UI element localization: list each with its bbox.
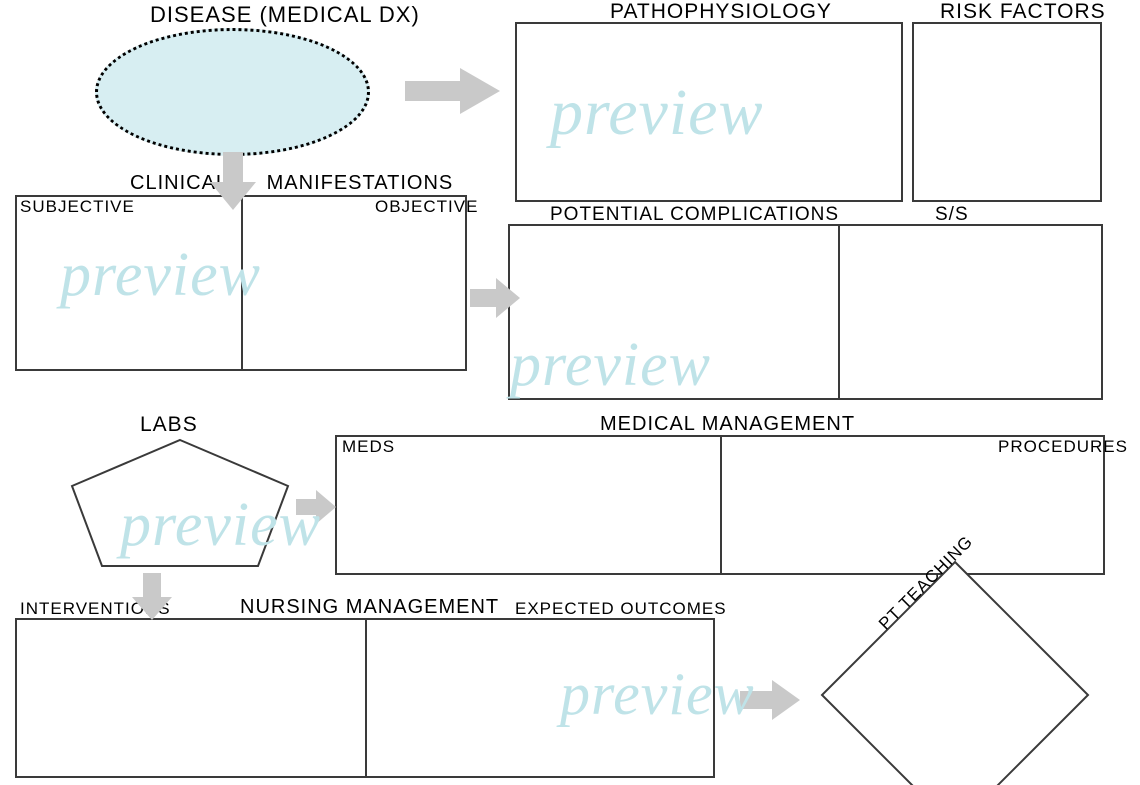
ss-title: S/S xyxy=(935,204,969,226)
medical-management-title: MEDICAL MANAGEMENT xyxy=(600,413,855,436)
procedures-label: PROCEDURES xyxy=(998,437,1128,457)
concept-map-stage: DISEASE (MEDICAL DX) PATHOPHYSIOLOGY RIS… xyxy=(0,0,1140,785)
medmgmt-divider xyxy=(720,437,722,573)
arrow-right-icon xyxy=(470,278,520,318)
arrow-right-icon xyxy=(405,68,500,114)
pt-teaching-diamond xyxy=(820,560,1090,785)
clinical-box xyxy=(15,195,467,371)
clinical-divider xyxy=(241,197,243,369)
subjective-label: SUBJECTIVE xyxy=(20,197,135,217)
labs-title: LABS xyxy=(140,413,198,437)
arrow-right-icon xyxy=(740,680,800,720)
risk-factors-title: RISK FACTORS xyxy=(940,0,1106,24)
objective-label: OBJECTIVE xyxy=(375,197,478,217)
labs-pentagon xyxy=(70,438,290,568)
disease-ellipse xyxy=(95,28,370,156)
arrow-right-icon xyxy=(296,490,336,524)
complications-box xyxy=(508,224,1103,400)
arrow-down-icon xyxy=(210,152,256,210)
disease-title: DISEASE (MEDICAL DX) xyxy=(150,2,420,28)
arrow-down-icon xyxy=(132,573,172,620)
risk-factors-box xyxy=(912,22,1102,202)
pathophysiology-title: PATHOPHYSIOLOGY xyxy=(610,0,832,24)
complications-divider xyxy=(838,226,840,398)
nursing-management-title: NURSING MANAGEMENT xyxy=(240,596,499,619)
pathophysiology-box xyxy=(515,22,903,202)
clinical-manifestations-title: CLINICAL MANIFESTATIONS xyxy=(130,172,453,195)
potential-complications-title: POTENTIAL COMPLICATIONS xyxy=(550,204,839,226)
nursing-box xyxy=(15,618,715,778)
meds-label: MEDS xyxy=(342,437,395,457)
nursing-divider xyxy=(365,620,367,776)
medical-management-box xyxy=(335,435,1105,575)
expected-outcomes-label: EXPECTED OUTCOMES xyxy=(515,599,727,619)
